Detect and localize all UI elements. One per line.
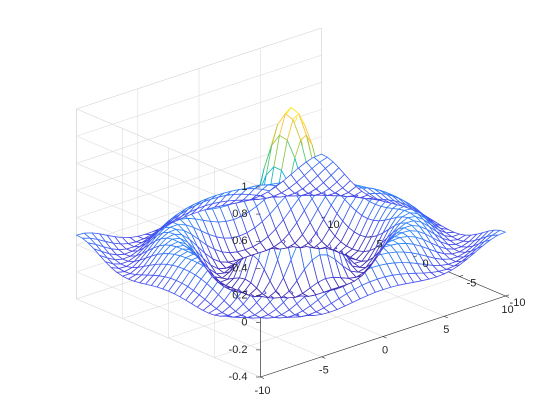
z-grid-line — [76, 82, 322, 164]
y-tick-label: 10 — [327, 219, 339, 231]
y-tick-label: 5 — [376, 238, 382, 250]
z-grid-line — [76, 54, 322, 137]
y-tick-mark — [505, 294, 510, 297]
x-tick-label: 5 — [443, 324, 449, 336]
z-tick-label: -0.4 — [229, 371, 248, 383]
y-tick-label: -5 — [467, 277, 477, 289]
z-grid-line — [76, 298, 261, 378]
x-tick-label: -5 — [319, 365, 329, 377]
box-edge — [76, 27, 322, 110]
axes-box — [76, 27, 506, 378]
z-tick-label: 1 — [241, 181, 247, 193]
y-grid-line — [214, 276, 460, 358]
y-tick-mark — [321, 216, 326, 219]
box-edge — [76, 108, 261, 188]
y-tick-label: 0 — [422, 258, 428, 270]
y-tick-mark — [459, 275, 464, 277]
x-tick-mark — [444, 316, 448, 319]
z-tick-label: 0 — [241, 317, 247, 329]
x-tick-label: 10 — [501, 304, 513, 316]
x-tick-mark — [505, 295, 510, 298]
z-tick-label: 0.8 — [232, 208, 247, 220]
x-tick-mark — [321, 356, 326, 359]
y-tick-label: -10 — [510, 297, 526, 309]
x-tick-mark — [260, 376, 265, 379]
z-grid-line — [76, 271, 261, 351]
y-tick-mark — [367, 236, 372, 238]
z-tick-label: 0.4 — [232, 262, 247, 274]
z-tick-label: 0.6 — [232, 235, 247, 247]
x-tick-label: -10 — [255, 385, 271, 397]
mesh-surface — [76, 107, 506, 319]
mesh-cell — [76, 232, 91, 239]
x-tick-mark — [382, 336, 387, 339]
z-tick-label: -0.2 — [229, 344, 248, 356]
x-tick-label: 0 — [382, 344, 388, 356]
y-tick-mark — [413, 255, 418, 258]
z-tick-label: 0.2 — [232, 290, 247, 302]
